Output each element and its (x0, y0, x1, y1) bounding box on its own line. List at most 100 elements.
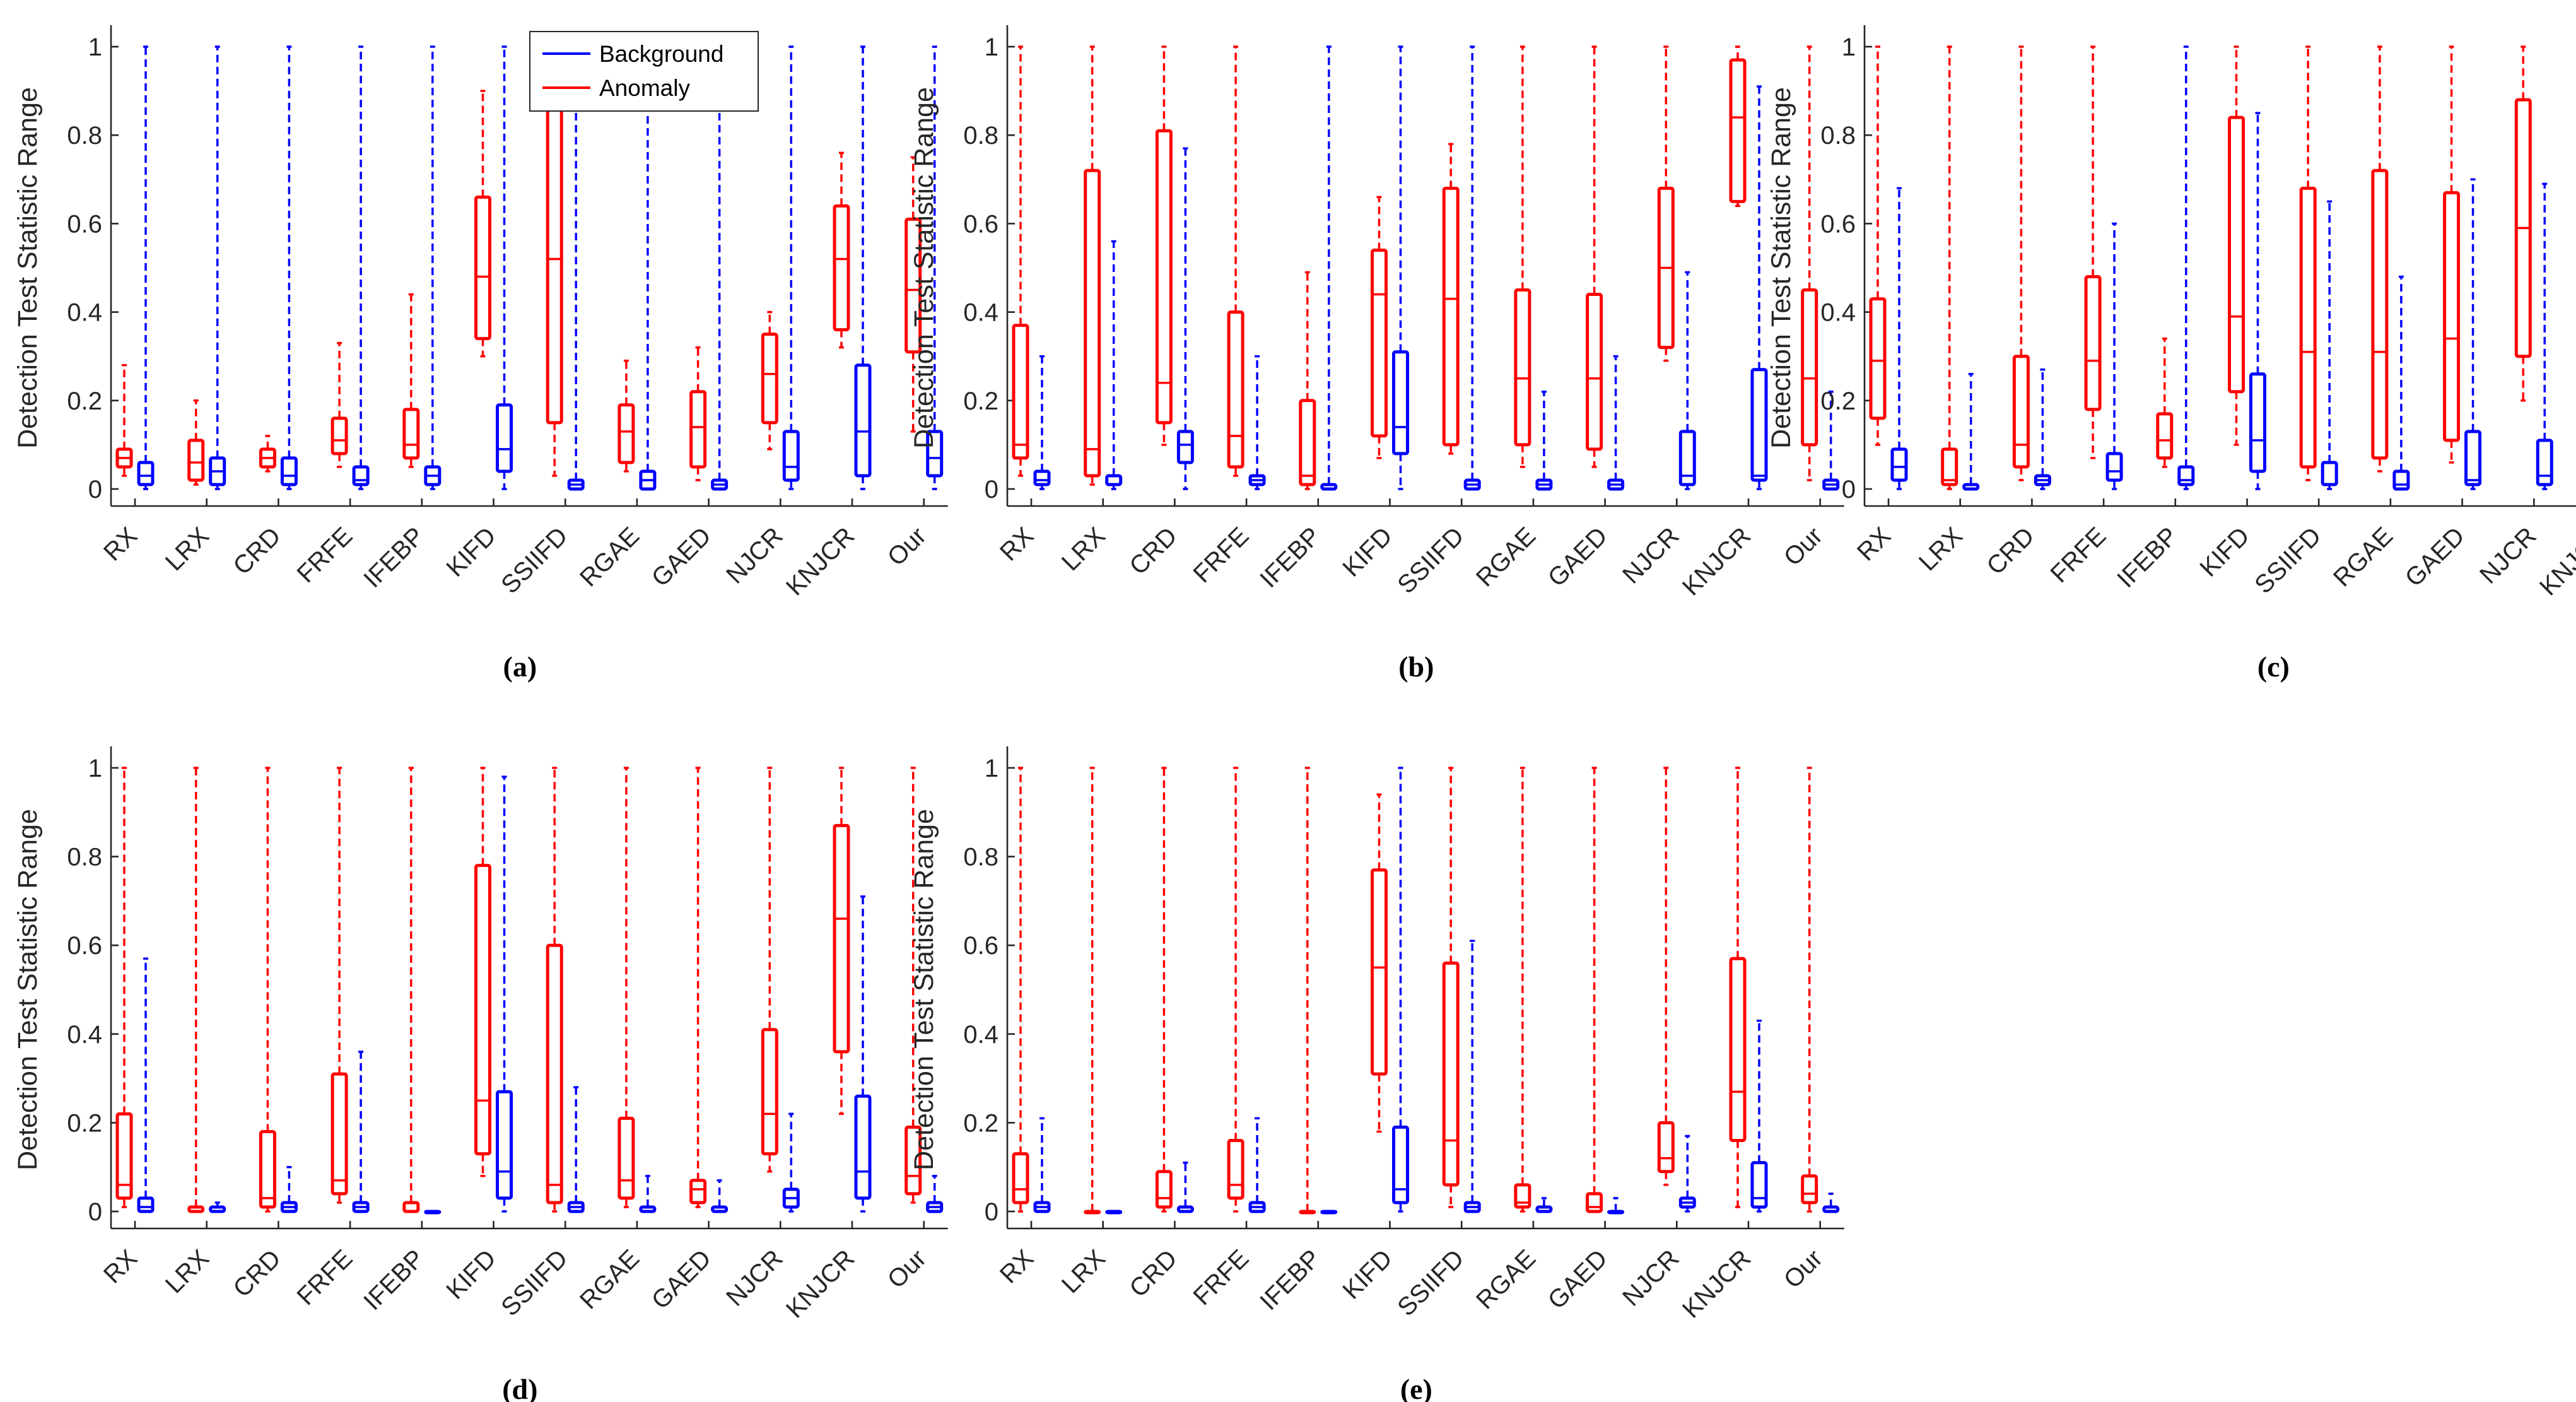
x-tick-label-frfe: FRFE (1188, 1244, 1255, 1311)
panel-label: (b) (1398, 651, 1434, 683)
anomaly-box-rx (115, 767, 133, 1208)
x-tick-label-lrx: LRX (1057, 1244, 1111, 1299)
anomaly-box-crd (259, 767, 276, 1213)
iqr-box (926, 430, 944, 478)
anomaly-box-kifd (1371, 793, 1388, 1133)
background-box-rgae (1535, 1197, 1553, 1213)
iqr-box (137, 461, 155, 486)
iqr-box (1392, 1125, 1409, 1205)
background-box-ssiifd (1463, 940, 1481, 1213)
x-tick-label-gaed: GAED (1543, 522, 1613, 592)
anomaly-box-ifebp (1299, 767, 1316, 1215)
background-box-frfe (352, 45, 370, 490)
iqr-box (1155, 1170, 1173, 1209)
anomaly-box-ssiifd (546, 63, 563, 477)
x-tick-label-ifebp: IFEBP (2112, 522, 2183, 593)
iqr-box (1678, 430, 1696, 486)
y-tick-label: 0.2 (1820, 387, 1856, 415)
background-box-ssiifd (567, 45, 585, 491)
iqr-box (496, 403, 513, 473)
iqr-box (1729, 58, 1747, 203)
x-tick-label-ssiifd: SSIIFD (496, 522, 573, 599)
y-axis-label: Detection Test Statistic Range (1766, 87, 1796, 449)
y-tick-label: 0.6 (67, 210, 102, 238)
legend-box (529, 31, 759, 112)
background-box-knjcr (1750, 85, 1768, 490)
anomaly-box-crd (259, 435, 276, 473)
x-tick-label-rx: RX (98, 522, 143, 566)
background-box-ifebp (1320, 1210, 1338, 1215)
background-box-crd (1176, 1161, 1194, 1213)
y-tick-label: 0.2 (963, 387, 998, 415)
background-box-lrx (209, 1201, 226, 1213)
background-box-lrx (1105, 240, 1123, 490)
iqr-box (618, 1116, 635, 1200)
anomaly-box-our (905, 156, 922, 433)
iqr-box (1227, 1139, 1244, 1200)
y-tick-label: 0.6 (963, 210, 998, 238)
iqr-box (1586, 293, 1603, 451)
iqr-box (2392, 469, 2410, 491)
anomaly-box-frfe (331, 767, 348, 1204)
iqr-box (2443, 191, 2461, 442)
y-tick-label: 0.2 (67, 387, 102, 415)
anomaly-box-frfe (1227, 45, 1244, 477)
iqr-box (905, 1125, 922, 1196)
x-tick-label-crd: CRD (228, 1244, 286, 1302)
y-axis-label: Detection Test Statistic Range (13, 809, 43, 1170)
background-box-njcr (782, 1112, 800, 1213)
x-tick-label-gaed: GAED (2400, 522, 2470, 592)
x-tick-label-kifd: KIFD (441, 522, 501, 582)
anomaly-box-lrx (1084, 767, 1101, 1215)
iqr-box (1299, 399, 1316, 486)
iqr-box (1371, 868, 1388, 1076)
background-box-frfe (1248, 1117, 1266, 1213)
y-tick-label: 0.6 (1820, 210, 1856, 238)
anomaly-box-gaed (2443, 45, 2461, 464)
x-tick-label-rx: RX (98, 1244, 143, 1288)
background-box-crd (280, 1165, 298, 1213)
x-tick-label-lrx: LRX (160, 522, 214, 576)
iqr-box (782, 430, 800, 482)
y-tick-label: 0 (1842, 476, 1856, 504)
y-axis-label: Detection Test Statistic Range (909, 809, 939, 1170)
x-tick-label-lrx: LRX (1057, 522, 1111, 576)
anomaly-box-ssiifd (2299, 45, 2317, 481)
anomaly-box-lrx (1084, 45, 1101, 486)
background-box-our (926, 45, 944, 490)
y-tick-label: 0.4 (963, 299, 998, 327)
x-tick-label-knjcr: KNJCR (1677, 522, 1756, 601)
x-tick-label-rx: RX (1852, 522, 1896, 566)
anomaly-box-rx (1012, 45, 1029, 477)
anomaly-box-rx (115, 363, 133, 477)
anomaly-box-frfe (2084, 45, 2102, 459)
background-box-kifd (2249, 112, 2266, 490)
background-box-gaed (1607, 355, 1625, 491)
iqr-box (689, 390, 707, 469)
background-box-gaed (2464, 178, 2482, 490)
iqr-box (1176, 430, 1194, 464)
iqr-box (402, 408, 420, 460)
iqr-box (331, 1072, 348, 1196)
iqr-box (2105, 452, 2123, 482)
background-box-frfe (1248, 355, 1266, 490)
background-box-rx (1890, 187, 1908, 490)
y-axis-label: Detection Test Statistic Range (909, 87, 939, 449)
chart-panel-a: 0 0.2 0.4 0.6 0.8 1 Detection Test Statistic R… (13, 25, 948, 683)
iqr-box (1105, 474, 1123, 486)
background-box-lrx (1962, 372, 1980, 491)
chart-panel-e: 0 0.2 0.4 0.6 0.8 1 Detection Test Statistic R… (909, 746, 1844, 1402)
background-box-kifd (496, 45, 513, 490)
anomaly-box-lrx (187, 767, 205, 1213)
iqr-box (331, 416, 348, 456)
y-tick-label: 0.2 (963, 1109, 998, 1137)
x-tick-label-our: Our (1779, 522, 1828, 571)
x-tick-label-our: Our (882, 522, 932, 571)
y-tick-label: 1 (88, 33, 102, 61)
iqr-box (1801, 288, 1818, 447)
anomaly-box-njcr (1657, 767, 1675, 1186)
iqr-box (2536, 439, 2553, 486)
iqr-box (2012, 355, 2030, 469)
x-tick-label-frfe: FRFE (2046, 522, 2112, 588)
iqr-box (1371, 248, 1388, 438)
